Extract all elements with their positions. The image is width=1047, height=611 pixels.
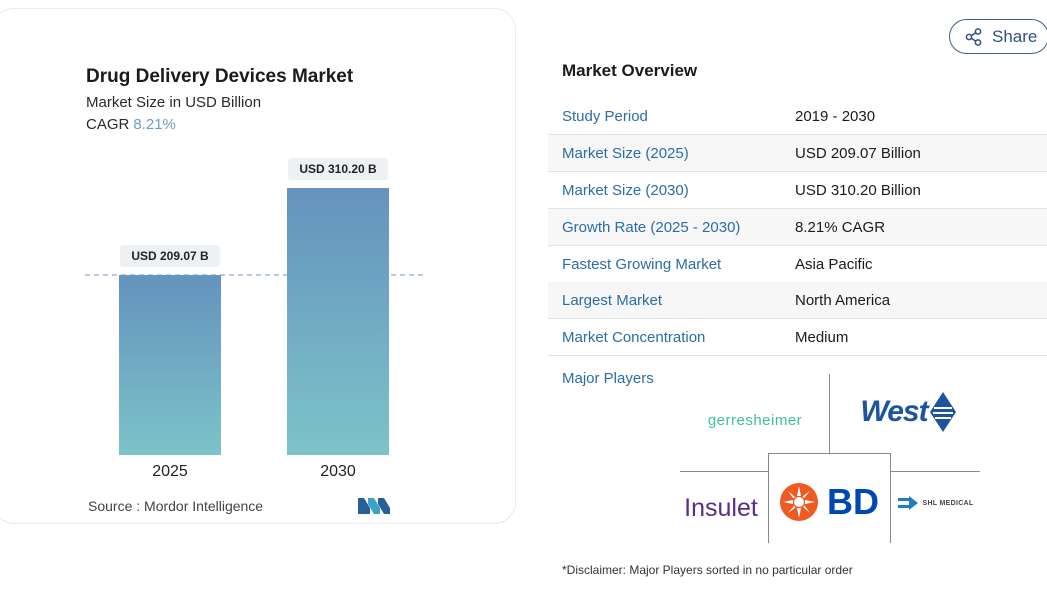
overview-row: Largest Market North America (548, 282, 1047, 319)
x-tick-label: 2025 (152, 463, 188, 480)
grid-divider (768, 453, 891, 454)
west-logo-text: West (860, 395, 928, 428)
overview-row: Market Concentration Medium (548, 319, 1047, 356)
x-tick-label: 2030 (320, 463, 356, 480)
source-label: Source : (88, 498, 141, 514)
overview-value: USD 310.20 Billion (795, 181, 921, 199)
disclaimer: *Disclaimer: Major Players sorted in no … (562, 563, 853, 577)
chart-title: Drug Delivery Devices Market (86, 66, 354, 87)
overview-row: Fastest Growing Market Asia Pacific (548, 246, 1047, 283)
gerresheimer-logo: gerresheimer (707, 411, 803, 429)
overview-value: Asia Pacific (795, 255, 873, 273)
west-diamond-icon (929, 392, 956, 432)
cagr-row: CAGR 8.21% (86, 116, 176, 133)
grid-divider (768, 453, 769, 543)
mordor-logo-icon (358, 498, 390, 514)
bar-chart: USD 209.07 B 2025 USD 310.20 B 2030 (85, 158, 425, 480)
overview-value: North America (795, 291, 891, 309)
share-label: Share (992, 26, 1038, 46)
bd-logo-text: BD (827, 481, 879, 522)
data-label-box (120, 245, 220, 268)
shl-logo-text: SHL MEDICAL (922, 499, 974, 507)
cagr-label: CAGR (86, 116, 130, 133)
bd-logo: BD (773, 477, 885, 527)
grid-divider (890, 453, 891, 543)
cagr-value: 8.21% (133, 116, 176, 133)
data-label: USD 209.07 B (131, 249, 209, 263)
shl-medical-logo: SHL MEDICAL (896, 492, 976, 514)
source-line: Source : Mordor Intelligence (88, 498, 263, 514)
overview-value: 8.21% CAGR (795, 218, 886, 236)
data-label-box (288, 158, 388, 180)
overview-key[interactable]: Fastest Growing Market (562, 255, 722, 273)
overview-value: USD 209.07 Billion (795, 144, 921, 162)
overview-key[interactable]: Market Size (2025) (562, 144, 689, 162)
grid-divider (680, 471, 768, 472)
overview-key[interactable]: Market Concentration (562, 328, 706, 346)
source-value: Mordor Intelligence (144, 498, 264, 514)
overview-value: 2019 - 2030 (795, 107, 876, 125)
data-label: USD 310.20 B (299, 162, 377, 176)
chart-card (0, 8, 516, 524)
share-icon (965, 27, 982, 46)
overview-key[interactable]: Study Period (562, 107, 648, 125)
overview-key[interactable]: Market Size (2030) (562, 181, 689, 199)
overview-row: Market Size (2025) USD 209.07 Billion (548, 135, 1047, 172)
chart-subtitle: Market Size in USD Billion (86, 94, 262, 111)
grid-divider (891, 471, 980, 472)
west-logo: West (852, 390, 964, 434)
bar-2030 (287, 188, 389, 455)
overview-key[interactable]: Largest Market (562, 291, 663, 309)
major-players-label[interactable]: Major Players (562, 370, 654, 387)
overview-value: Medium (795, 328, 849, 346)
insulet-logo: Insulet (684, 493, 758, 522)
overview-row: Study Period 2019 - 2030 (548, 98, 1047, 135)
bar-2025 (119, 275, 221, 455)
overview-key[interactable]: Growth Rate (2025 - 2030) (562, 218, 741, 236)
bd-starburst-icon (780, 483, 818, 521)
overview-title: Market Overview (562, 61, 698, 80)
overview-row: Market Size (2030) USD 310.20 Billion (548, 172, 1047, 209)
overview-row: Growth Rate (2025 - 2030) 8.21% CAGR (548, 209, 1047, 246)
share-button[interactable]: Share (949, 19, 1047, 54)
grid-divider (829, 374, 830, 454)
shl-arrow-icon (898, 496, 919, 510)
